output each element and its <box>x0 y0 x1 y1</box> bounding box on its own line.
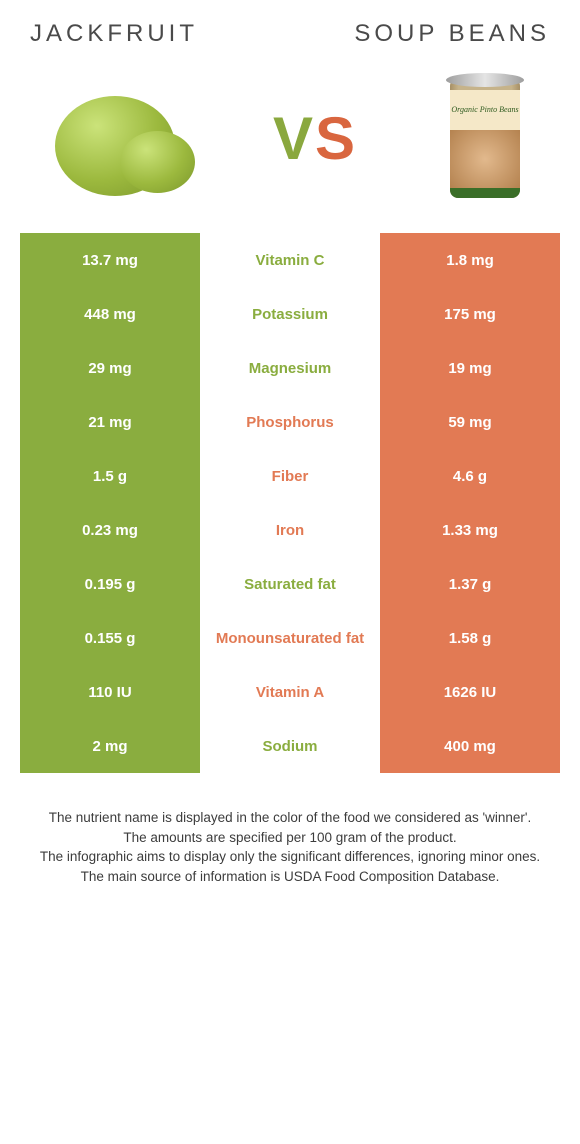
title-right: Soup beans <box>354 20 550 48</box>
vs-s: S <box>315 105 357 172</box>
soup-beans-image: Organic Pinto Beans <box>440 73 530 203</box>
table-row: 0.155 gMonounsaturated fat1.58 g <box>20 611 560 665</box>
table-row: 0.195 gSaturated fat1.37 g <box>20 557 560 611</box>
table-row: 13.7 mgVitamin C1.8 mg <box>20 233 560 287</box>
nutrient-label: Saturated fat <box>200 557 380 611</box>
nutrient-label: Fiber <box>200 449 380 503</box>
table-row: 21 mgPhosphorus59 mg <box>20 395 560 449</box>
footnote-line: The amounts are specified per 100 gram o… <box>35 828 545 848</box>
left-value: 29 mg <box>20 341 200 395</box>
right-value: 1626 IU <box>380 665 560 719</box>
vs-label: VS <box>273 104 357 173</box>
left-value: 2 mg <box>20 719 200 773</box>
nutrient-label: Magnesium <box>200 341 380 395</box>
vs-v: V <box>273 105 315 172</box>
table-row: 448 mgPotassium175 mg <box>20 287 560 341</box>
left-value: 448 mg <box>20 287 200 341</box>
left-value: 13.7 mg <box>20 233 200 287</box>
right-value: 59 mg <box>380 395 560 449</box>
table-row: 110 IUVitamin A1626 IU <box>20 665 560 719</box>
table-row: 2 mgSodium400 mg <box>20 719 560 773</box>
jackfruit-image <box>50 81 190 196</box>
nutrient-label: Sodium <box>200 719 380 773</box>
table-row: 0.23 mgIron1.33 mg <box>20 503 560 557</box>
left-value: 0.23 mg <box>20 503 200 557</box>
footnote-line: The infographic aims to display only the… <box>35 847 545 867</box>
left-value: 110 IU <box>20 665 200 719</box>
comparison-table: 13.7 mgVitamin C1.8 mg448 mgPotassium175… <box>20 233 560 773</box>
nutrient-label: Iron <box>200 503 380 557</box>
can-label: Organic Pinto Beans <box>450 90 520 130</box>
nutrient-label: Vitamin C <box>200 233 380 287</box>
nutrient-label: Monounsaturated fat <box>200 611 380 665</box>
left-value: 21 mg <box>20 395 200 449</box>
nutrient-label: Vitamin A <box>200 665 380 719</box>
header-row: Jackfruit Soup beans <box>20 20 560 73</box>
left-value: 1.5 g <box>20 449 200 503</box>
left-value: 0.155 g <box>20 611 200 665</box>
footnote-line: The main source of information is USDA F… <box>35 867 545 887</box>
right-value: 1.58 g <box>380 611 560 665</box>
nutrient-label: Phosphorus <box>200 395 380 449</box>
table-row: 29 mgMagnesium19 mg <box>20 341 560 395</box>
right-value: 400 mg <box>380 719 560 773</box>
nutrient-label: Potassium <box>200 287 380 341</box>
right-value: 1.37 g <box>380 557 560 611</box>
right-value: 1.8 mg <box>380 233 560 287</box>
right-value: 4.6 g <box>380 449 560 503</box>
images-row: VS Organic Pinto Beans <box>20 73 560 233</box>
left-value: 0.195 g <box>20 557 200 611</box>
title-left: Jackfruit <box>30 20 198 48</box>
right-value: 19 mg <box>380 341 560 395</box>
table-row: 1.5 gFiber4.6 g <box>20 449 560 503</box>
right-value: 175 mg <box>380 287 560 341</box>
footnote-line: The nutrient name is displayed in the co… <box>35 808 545 828</box>
right-value: 1.33 mg <box>380 503 560 557</box>
footnotes: The nutrient name is displayed in the co… <box>20 773 560 886</box>
